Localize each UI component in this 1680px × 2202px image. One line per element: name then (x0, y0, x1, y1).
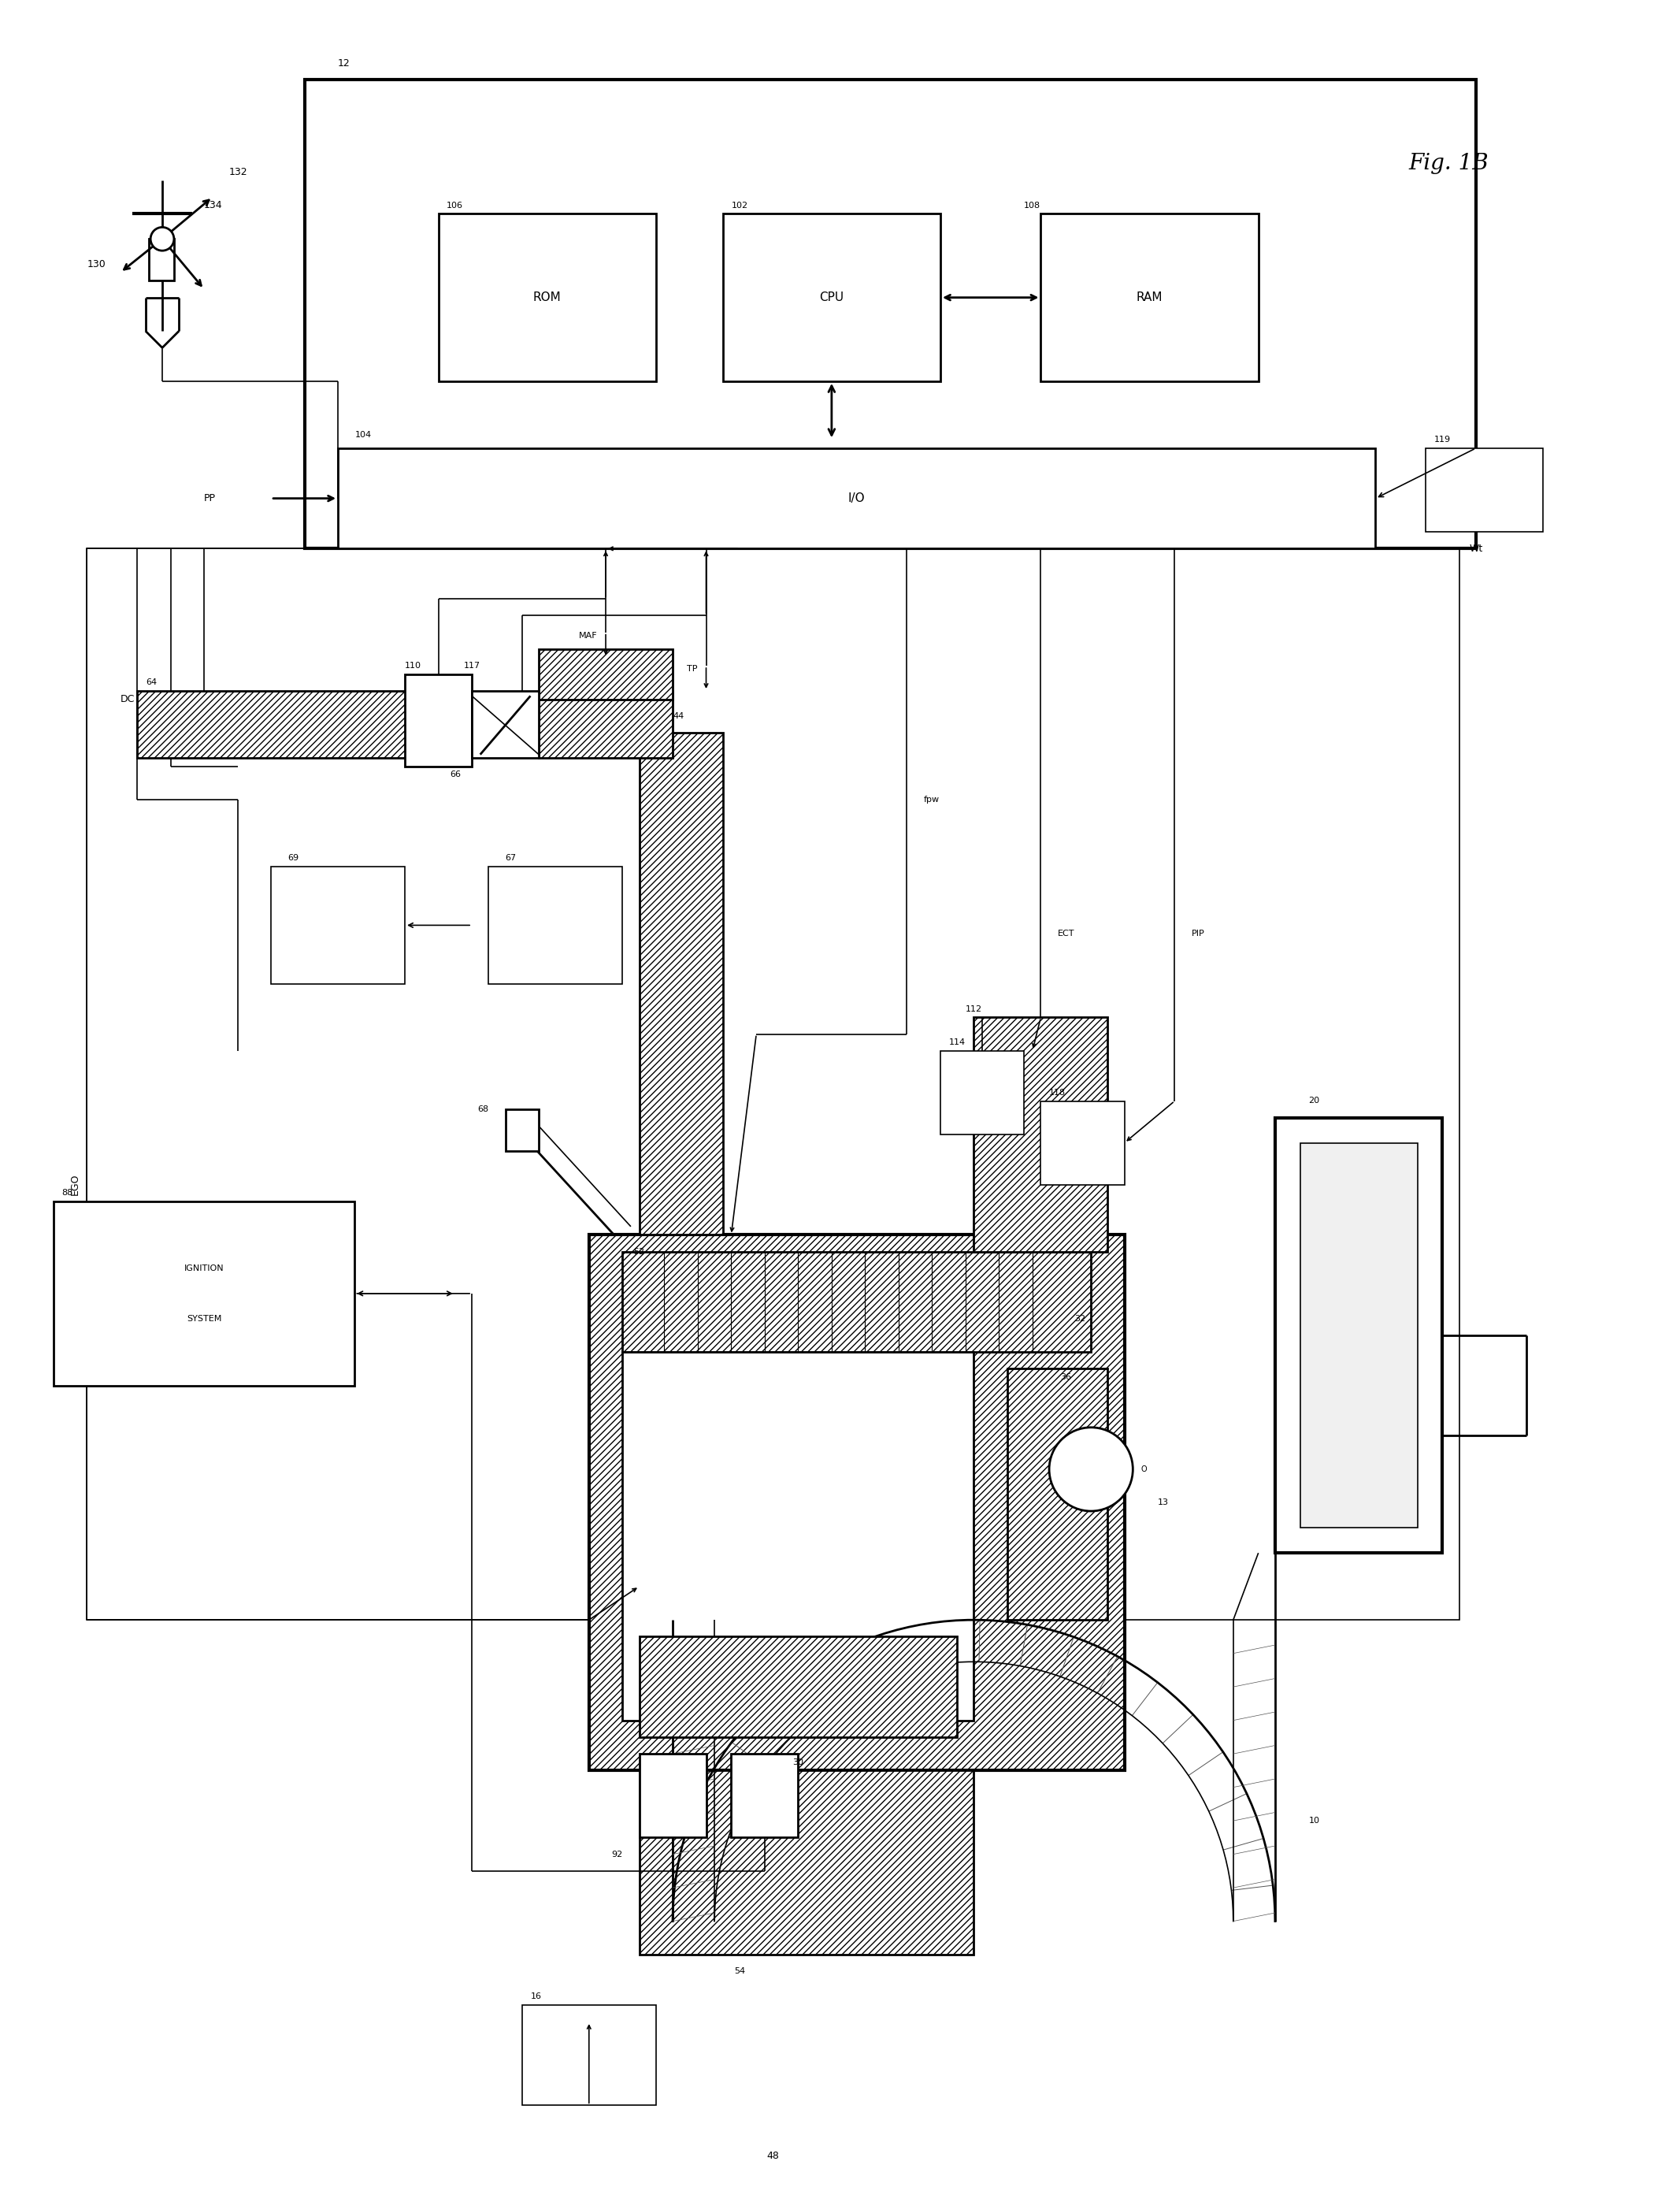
Text: fpw: fpw (924, 795, 939, 804)
Bar (974, 1017, 1107, 1251)
Bar (472, 691, 539, 757)
Text: 130: 130 (87, 260, 106, 269)
Bar (87, 548, 1460, 1621)
Bar (1300, 1143, 1418, 1528)
Text: 48: 48 (766, 2151, 780, 2160)
Text: 92: 92 (612, 1850, 623, 1858)
Text: 52: 52 (633, 1249, 645, 1255)
Text: 30: 30 (793, 1757, 803, 1766)
Bar (638, 1753, 706, 1836)
Text: Wt: Wt (1468, 544, 1483, 553)
Text: 134: 134 (203, 200, 223, 211)
Text: 110: 110 (405, 663, 422, 669)
Bar (638, 1636, 958, 1737)
Text: TP: TP (687, 665, 697, 674)
Text: 20: 20 (1309, 1097, 1320, 1105)
Text: PIP: PIP (1191, 929, 1205, 938)
Bar (1008, 1370, 1107, 1621)
Bar (138, 691, 472, 757)
Text: 108: 108 (1025, 203, 1040, 209)
Text: SYSTEM: SYSTEM (186, 1315, 222, 1323)
Bar (150, 240, 175, 282)
Circle shape (151, 227, 175, 251)
Text: 16: 16 (531, 1993, 541, 1999)
Text: 119: 119 (1435, 436, 1452, 445)
Text: 114: 114 (949, 1039, 966, 1046)
Text: 36: 36 (1060, 1374, 1072, 1381)
Bar (590, 1235, 1124, 1770)
Text: 54: 54 (734, 1966, 746, 1975)
Text: 64: 64 (146, 678, 156, 687)
Bar (731, 1753, 798, 1836)
Bar (722, 214, 941, 381)
Text: EGO: EGO (71, 1174, 81, 1196)
Text: 13: 13 (1158, 1500, 1169, 1506)
Bar (638, 733, 722, 1235)
Text: PP: PP (203, 493, 217, 504)
Text: 132: 132 (228, 167, 249, 176)
Text: RAM: RAM (1136, 291, 1163, 304)
Text: 106: 106 (447, 203, 464, 209)
Bar (539, 691, 672, 757)
Text: 88: 88 (62, 1189, 72, 1198)
Text: 32: 32 (1074, 1315, 1085, 1323)
Text: 12: 12 (338, 57, 351, 68)
Text: 117: 117 (464, 663, 480, 669)
Text: ECT: ECT (1057, 929, 1075, 938)
Text: CPU: CPU (820, 291, 843, 304)
Bar (338, 449, 1376, 548)
Bar (1426, 449, 1542, 533)
Text: 10: 10 (1309, 1817, 1319, 1825)
Bar (54, 1202, 354, 1385)
Bar (1275, 1119, 1443, 1552)
Bar (522, 2004, 655, 2105)
Bar (270, 868, 405, 984)
Text: I/O: I/O (848, 493, 865, 504)
Text: 67: 67 (506, 854, 516, 863)
Bar (623, 1352, 974, 1720)
Bar (1042, 214, 1258, 381)
Text: 44: 44 (672, 711, 684, 720)
Bar (539, 650, 672, 700)
Circle shape (1050, 1427, 1132, 1511)
Bar (1042, 1101, 1124, 1185)
Text: ROM: ROM (533, 291, 561, 304)
Bar (304, 79, 1477, 548)
Text: 66: 66 (450, 771, 460, 780)
Bar (623, 1251, 1090, 1352)
Text: DC: DC (121, 694, 134, 705)
Bar (438, 214, 655, 381)
Text: 104: 104 (354, 432, 371, 438)
Bar (506, 1110, 539, 1152)
Text: 68: 68 (477, 1105, 489, 1114)
Bar (489, 868, 623, 984)
Bar (405, 674, 472, 766)
Text: 102: 102 (731, 203, 748, 209)
Text: MAF: MAF (578, 632, 598, 639)
Text: Fig. 1B: Fig. 1B (1410, 152, 1488, 174)
Bar (638, 1770, 974, 1955)
Text: 69: 69 (287, 854, 299, 863)
Text: 118: 118 (1050, 1088, 1065, 1097)
Text: 112: 112 (966, 1004, 983, 1013)
Bar (941, 1050, 1025, 1134)
Text: IGNITION: IGNITION (185, 1264, 223, 1273)
Text: O: O (1141, 1464, 1147, 1473)
